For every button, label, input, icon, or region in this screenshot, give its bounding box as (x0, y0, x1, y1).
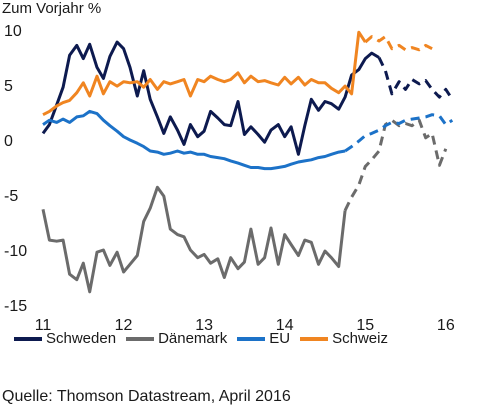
plot-area (41, 30, 454, 294)
y-tick-label: 0 (4, 133, 13, 150)
x-tick-label: 12 (115, 317, 133, 334)
legend-item-eu: EU (237, 330, 290, 347)
y-tick-label: -10 (4, 243, 27, 260)
legend-item-schweiz: Schweiz (300, 330, 388, 347)
x-tick-label: 14 (276, 317, 294, 334)
series-forecast-line-schweden (377, 56, 454, 101)
series-forecast-line-schweiz (364, 35, 433, 52)
legend-label: Dänemark (158, 330, 228, 347)
series-forecast-line-daenemark (343, 118, 448, 212)
x-axis: 11 12 13 14 15 16 (35, 317, 455, 334)
x-tick-label: 13 (195, 317, 213, 334)
legend-swatch (14, 336, 42, 341)
legend-label: Schweden (46, 330, 117, 347)
x-tick-label: 11 (35, 317, 52, 334)
series-line-eu (42, 109, 346, 171)
legend-item-daenemark: Dänemark (126, 330, 227, 347)
legend-swatch (126, 336, 155, 341)
x-tick-label: 16 (437, 317, 455, 334)
legend-label: EU (269, 330, 291, 347)
x-tick-label: 15 (356, 317, 374, 334)
legend-swatch (300, 336, 329, 341)
legend: Schweden Dänemark EU Schweiz (14, 330, 398, 347)
source-note: Quelle: Thomson Datastream, April 2016 (2, 388, 291, 405)
y-tick-label: 10 (4, 23, 22, 40)
y-axis-label: Zum Vorjahr % (2, 0, 102, 17)
series-line-schweden (41, 40, 380, 156)
series-line-schweiz (42, 30, 367, 117)
series-line-daenemark (41, 185, 347, 294)
y-tick-label: 5 (4, 78, 13, 95)
legend-swatch (237, 336, 266, 341)
y-tick-label: -5 (4, 188, 18, 205)
series-forecast-line-eu (344, 113, 454, 153)
legend-item-schweden: Schweden (14, 330, 116, 347)
legend-label: Schweiz (332, 330, 388, 347)
y-tick-label: -15 (4, 298, 27, 315)
y-axis: 10 5 0 -5 -10 -15 (4, 23, 27, 315)
